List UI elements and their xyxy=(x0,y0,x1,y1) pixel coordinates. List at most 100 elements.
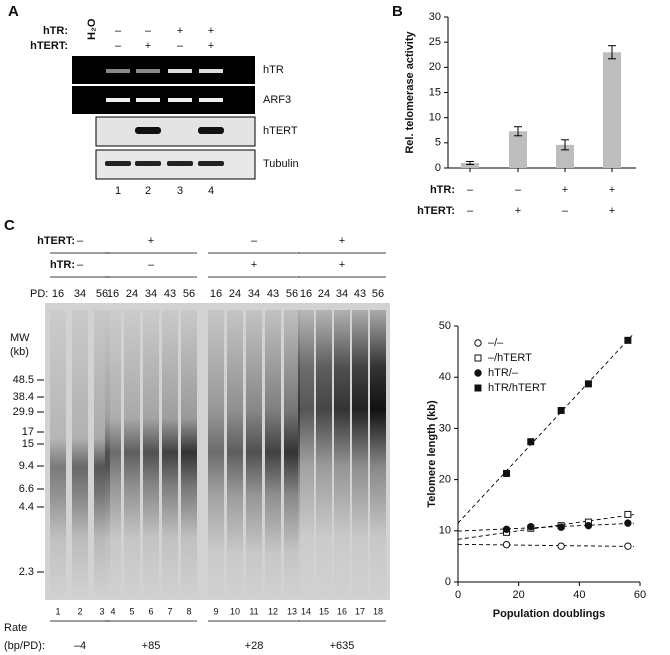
lane-number: 1 xyxy=(55,606,60,616)
x-tick-label: 0 xyxy=(455,589,461,601)
y-tick-label: 20 xyxy=(429,61,441,73)
lane-number: 7 xyxy=(167,606,172,616)
pd-label: PD: xyxy=(30,288,48,300)
rate-value: +635 xyxy=(330,640,355,652)
legend-label: –/hTERT xyxy=(488,352,532,364)
pd-value: 56 xyxy=(96,288,108,300)
y-axis-label: Rel. telomerase activity xyxy=(404,30,416,153)
marker xyxy=(527,438,535,446)
pd-value: 16 xyxy=(210,288,222,300)
legend-label: –/– xyxy=(488,337,504,349)
lane-smear xyxy=(162,310,178,595)
sign: + xyxy=(251,259,257,271)
sign: + xyxy=(339,259,345,271)
mw-value: 29.9 xyxy=(13,406,34,418)
x-tick-label: 60 xyxy=(634,589,646,601)
lane-smear xyxy=(227,310,243,595)
marker xyxy=(584,521,593,530)
lane-number: 17 xyxy=(355,606,365,616)
panel-label: A xyxy=(8,3,19,20)
bar xyxy=(603,52,621,168)
y-tick-label: 10 xyxy=(429,112,441,124)
sign: – xyxy=(515,184,522,196)
lane-smear xyxy=(50,310,66,595)
x-tick-label: 20 xyxy=(513,589,525,601)
bar xyxy=(461,162,479,168)
pd-value: 34 xyxy=(336,288,348,300)
lane-smear xyxy=(334,310,350,595)
sign: – xyxy=(77,259,84,271)
gel xyxy=(72,56,255,84)
bar xyxy=(556,144,574,168)
rate-label: (bp/PD): xyxy=(4,640,45,652)
rate-label: Rate xyxy=(4,622,27,634)
mw-value: 6.6 xyxy=(19,483,34,495)
sign: + xyxy=(609,184,615,196)
sign: + xyxy=(339,235,345,247)
trend-line xyxy=(457,522,634,532)
lane-number: 13 xyxy=(287,606,297,616)
pd-value: 34 xyxy=(145,288,157,300)
lane-smear xyxy=(105,310,121,595)
marker xyxy=(624,510,632,518)
marker xyxy=(502,525,511,533)
y-tick-label: 15 xyxy=(429,86,441,98)
marker xyxy=(474,339,482,347)
sign: – xyxy=(251,235,258,247)
lane-number: 10 xyxy=(230,606,240,616)
sign: + xyxy=(145,40,151,52)
lane-smear xyxy=(352,310,368,595)
mw-value: 15 xyxy=(22,438,34,450)
mw-label: MW xyxy=(10,332,30,344)
sign: – xyxy=(148,259,155,271)
mw-value: 38.4 xyxy=(13,391,34,403)
sign: – xyxy=(467,184,474,196)
lane-smear xyxy=(143,310,159,595)
band-label: hTERT xyxy=(263,125,298,137)
y-tick-label: 0 xyxy=(435,162,441,174)
trend-line xyxy=(457,543,634,547)
marker xyxy=(474,354,482,362)
marker xyxy=(527,523,535,531)
band xyxy=(135,127,161,134)
legend-label: hTR/– xyxy=(488,367,519,379)
x-axis-label: Population doublings xyxy=(493,608,605,620)
lane-number: 4 xyxy=(110,606,115,616)
band xyxy=(106,98,130,102)
y-axis-label: Telomere length (kb) xyxy=(426,400,438,508)
lane-smear xyxy=(298,310,314,595)
lane-number: 9 xyxy=(213,606,218,616)
lane-number: 5 xyxy=(129,606,134,616)
y-tick-label: 10 xyxy=(439,525,451,537)
lane-smear xyxy=(72,310,88,595)
lane-number: 11 xyxy=(249,606,258,616)
sign: – xyxy=(562,205,569,217)
marker xyxy=(584,380,592,388)
lane-smear xyxy=(316,310,332,595)
gel xyxy=(72,86,255,114)
lane-number: 14 xyxy=(301,606,311,616)
rate-value: +28 xyxy=(245,640,264,652)
lane-number: 4 xyxy=(208,185,214,197)
marker xyxy=(624,542,632,550)
pd-value: 34 xyxy=(248,288,260,300)
pd-value: 16 xyxy=(300,288,312,300)
band xyxy=(105,161,131,166)
band xyxy=(168,98,192,102)
mw-value: 2.3 xyxy=(19,566,34,578)
pd-value: 24 xyxy=(318,288,330,300)
pd-value: 34 xyxy=(74,288,86,300)
mw-value: 4.4 xyxy=(19,501,34,513)
lane-number: 6 xyxy=(148,606,153,616)
sign: + xyxy=(562,184,568,196)
y-tick-label: 20 xyxy=(439,474,451,486)
sign: – xyxy=(115,40,122,52)
lane-smear xyxy=(265,310,281,595)
y-tick-label: 30 xyxy=(439,422,451,434)
lane-number: 18 xyxy=(373,606,383,616)
band xyxy=(199,69,223,73)
lane-number: 1 xyxy=(115,185,121,197)
panel-label: B xyxy=(392,3,403,20)
trend-line xyxy=(457,514,634,540)
pd-value: 24 xyxy=(229,288,241,300)
